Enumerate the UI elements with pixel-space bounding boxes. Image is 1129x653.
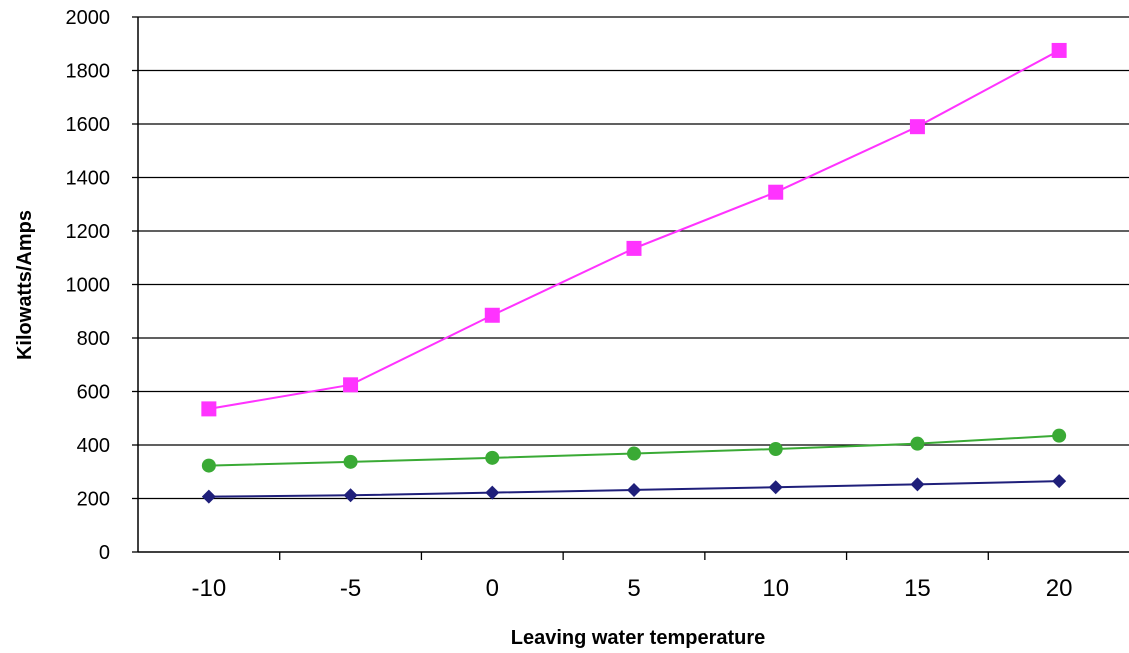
series-2 [201,474,1067,504]
data-point-diamond [768,480,783,495]
data-point-circle [343,454,358,469]
data-point-diamond [201,489,216,504]
x-tick-label: 10 [762,575,789,602]
x-axis-title: Leaving water temperature [511,627,766,649]
x-tick-label: -5 [340,575,361,602]
y-tick-label: 1800 [66,61,111,83]
x-tick-label: 5 [627,575,640,602]
x-tick-label: 15 [904,575,931,602]
x-tick-label: 0 [486,575,499,602]
y-tick-label: 1600 [66,114,111,136]
y-axis-title: Kilowatts/Amps [14,210,36,360]
y-tick-label: 0 [99,542,110,564]
y-tick-label: 1200 [66,221,111,243]
x-tick-label: -10 [192,575,227,602]
axes [132,16,1129,560]
series-group [201,42,1067,504]
data-point-diamond [1052,474,1067,489]
y-tick-label: 600 [77,382,110,404]
x-tick-label: 20 [1046,575,1073,602]
y-tick-label: 800 [77,328,110,350]
gridlines [138,16,1129,500]
y-tick-label: 200 [77,489,110,511]
data-point-circle [201,458,216,473]
data-point-circle [910,436,925,451]
x-tick-labels: -10 -5 0 5 10 15 20 [192,575,1073,602]
data-point-circle [627,446,641,461]
data-point-diamond [910,477,925,492]
data-point-square [201,401,217,417]
y-tick-label: 400 [77,435,110,457]
data-point-circle [768,442,783,457]
data-point-circle [485,450,500,465]
data-point-circle [1052,428,1067,443]
data-point-diamond [627,482,641,497]
y-tick-label: 1400 [66,168,111,190]
data-point-square [768,184,784,200]
y-tick-labels: 0 200 400 600 800 1000 1200 1400 1600 1800 2000 [66,7,111,564]
data-point-square [909,119,925,135]
data-point-square [343,377,359,393]
y-tick-label: 2000 [66,7,111,29]
series-1 [201,428,1067,473]
series-line-0 [208,49,1060,410]
data-point-square [1051,42,1067,58]
y-tick-label: 1000 [66,275,111,297]
data-point-square [484,307,500,323]
data-point-diamond [343,488,358,503]
series-0 [201,42,1067,417]
data-point-square [626,240,642,256]
data-point-diamond [485,485,500,500]
